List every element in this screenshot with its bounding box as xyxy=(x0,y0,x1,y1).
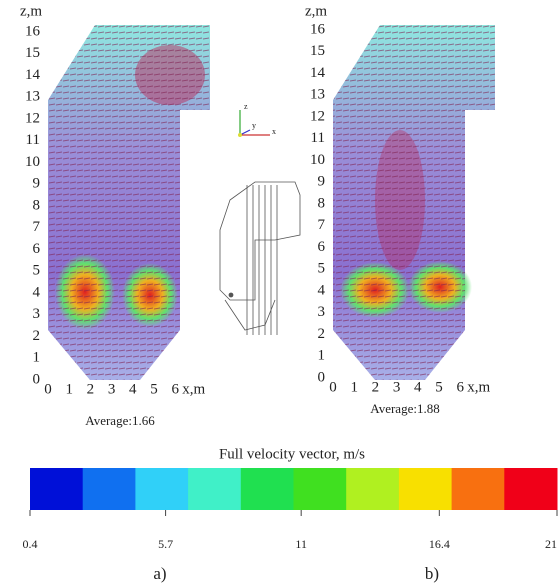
average-label: Average:1.66 xyxy=(85,413,155,428)
z-tick-label: 12 xyxy=(310,108,325,124)
x-tick-label: 2 xyxy=(372,379,380,395)
colorbar-segment xyxy=(188,468,242,510)
z-tick-label: 8 xyxy=(318,195,326,211)
z-tick-label: 14 xyxy=(310,65,326,81)
vector-field xyxy=(48,25,210,380)
axis-triad: z y x xyxy=(238,102,276,137)
x-tick-label: 1 xyxy=(65,381,73,397)
z-axis-label: z,m xyxy=(20,3,42,19)
z-tick-label: 12 xyxy=(25,110,40,126)
triad-origin xyxy=(238,133,242,137)
z-tick-label: 1 xyxy=(33,350,41,366)
colorbar-tick-label: 16.4 xyxy=(429,537,450,551)
colorbar-title: Full velocity vector, m/s xyxy=(219,446,365,462)
z-tick-label: 8 xyxy=(33,197,41,213)
x-tick-label: 3 xyxy=(393,379,401,395)
z-tick-label: 13 xyxy=(25,89,40,105)
z-tick-label: 10 xyxy=(25,154,40,170)
x-tick-label: 4 xyxy=(129,381,137,397)
colorbar-tick-label: 11 xyxy=(295,537,307,551)
x-tick-label: 2 xyxy=(87,381,95,397)
x-tick-label: 1 xyxy=(350,379,358,395)
colorbar-segment xyxy=(82,468,136,510)
z-tick-label: 15 xyxy=(310,43,325,59)
triad-label: y xyxy=(252,121,256,130)
x-tick-label: 6 xyxy=(456,379,464,395)
z-tick-label: 4 xyxy=(33,284,41,300)
triad-label: x xyxy=(272,127,276,136)
z-tick-label: 16 xyxy=(25,23,41,39)
average-label: Average:1.88 xyxy=(370,401,439,416)
colorbar-segment xyxy=(30,468,84,510)
z-tick-label: 6 xyxy=(318,239,326,255)
z-tick-label: 4 xyxy=(318,282,326,298)
z-tick-label: 5 xyxy=(33,263,41,279)
vector-field xyxy=(333,25,495,380)
z-tick-label: 5 xyxy=(318,261,326,277)
z-tick-label: 15 xyxy=(25,45,40,61)
colorbar-segment xyxy=(504,468,558,510)
x-axis-label: x,m xyxy=(182,381,205,397)
colorbar-segment xyxy=(346,468,400,510)
colorbar-segment xyxy=(240,468,294,510)
z-tick-label: 11 xyxy=(311,130,325,146)
z-tick-label: 7 xyxy=(33,219,41,235)
boiler-sketch xyxy=(219,181,301,335)
subfigure-label: b) xyxy=(425,564,439,583)
z-tick-label: 9 xyxy=(318,174,326,190)
x-tick-label: 4 xyxy=(414,379,422,395)
x-tick-label: 0 xyxy=(329,379,337,395)
x-tick-label: 5 xyxy=(435,379,443,395)
panel-a xyxy=(48,25,210,380)
colorbar-tick-label: 5.7 xyxy=(158,537,173,551)
z-tick-label: 11 xyxy=(26,132,40,148)
colorbar-segment xyxy=(398,468,453,510)
z-tick-label: 3 xyxy=(33,306,41,322)
z-tick-label: 0 xyxy=(33,371,41,387)
triad-label: z xyxy=(244,102,248,111)
z-tick-label: 3 xyxy=(318,304,326,320)
z-tick-label: 9 xyxy=(33,176,41,192)
x-tick-label: 6 xyxy=(171,381,179,397)
z-tick-label: 7 xyxy=(318,217,326,233)
z-tick-label: 10 xyxy=(310,152,325,168)
z-axis-label: z,m xyxy=(305,3,327,19)
colorbar-tick-label: 0.4 xyxy=(23,537,38,551)
panel-b xyxy=(333,25,495,380)
colorbar-segment xyxy=(293,468,347,510)
z-tick-label: 6 xyxy=(33,241,41,257)
z-tick-label: 2 xyxy=(33,328,41,344)
colorbar-tick-label: 21 xyxy=(545,537,557,551)
colorbar: 0.4 5.7 11 16.4 21 xyxy=(23,468,558,551)
z-tick-label: 16 xyxy=(310,21,326,37)
z-tick-label: 2 xyxy=(318,326,326,342)
colorbar-segment xyxy=(451,468,505,510)
z-tick-label: 0 xyxy=(318,369,326,385)
x-tick-label: 0 xyxy=(44,381,52,397)
z-tick-label: 14 xyxy=(25,67,41,83)
z-tick-label: 13 xyxy=(310,87,325,103)
subfigure-label: a) xyxy=(153,564,166,583)
x-axis-label: x,m xyxy=(467,379,490,395)
colorbar-segment xyxy=(135,468,189,510)
z-tick-label: 1 xyxy=(318,348,326,364)
x-tick-label: 3 xyxy=(108,381,116,397)
x-tick-label: 5 xyxy=(150,381,158,397)
